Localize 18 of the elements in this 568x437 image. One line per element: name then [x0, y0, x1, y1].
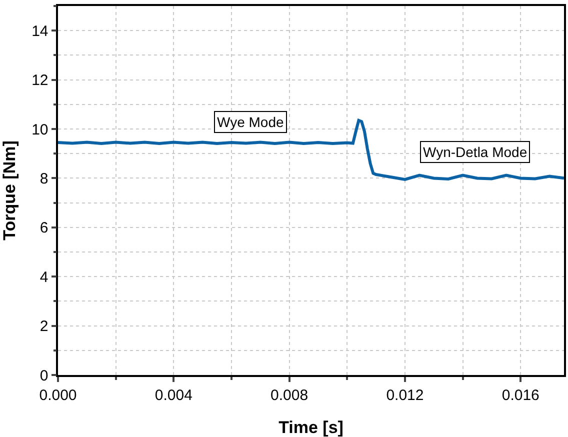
y-tick-label: 6 [40, 220, 48, 237]
y-tick-label: 10 [32, 121, 48, 138]
x-tick-label: 0.004 [154, 386, 192, 404]
annotation: Wye Mode [217, 114, 284, 130]
y-tick-label: 14 [32, 22, 48, 40]
y-tick-label: 0 [40, 367, 48, 384]
y-axis-title: Torque [Nm] [0, 140, 19, 240]
y-tick-label: 2 [40, 318, 48, 336]
y-tick-label: 4 [40, 268, 48, 286]
annotation: Wyn-Detla Mode [423, 144, 528, 160]
x-tick-label: 0.012 [386, 386, 424, 404]
x-tick-label: 0.000 [39, 386, 77, 404]
y-tick-label: 12 [32, 72, 48, 90]
y-tick-label: 8 [40, 170, 48, 188]
x-axis-title: Time [s] [278, 418, 344, 437]
x-tick-label: 0.016 [502, 386, 540, 404]
line-series [58, 118, 564, 181]
x-tick-label: 0.008 [270, 386, 308, 404]
